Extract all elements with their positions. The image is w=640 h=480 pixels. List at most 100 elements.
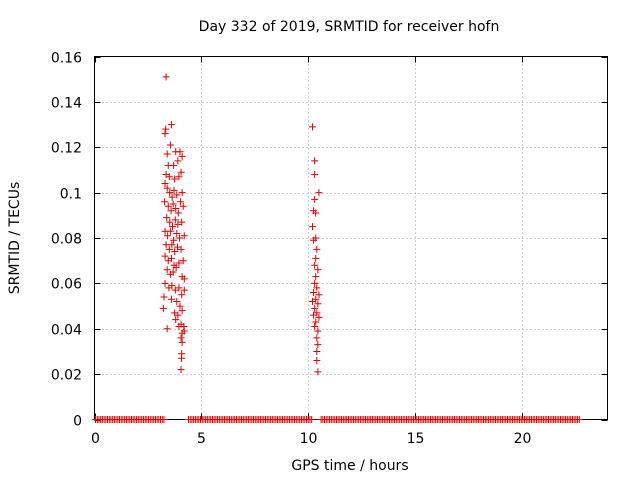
data-point xyxy=(176,148,184,156)
data-point xyxy=(169,200,177,208)
data-point xyxy=(163,266,171,274)
x-tick-label: 0 xyxy=(91,431,100,447)
data-point xyxy=(313,357,321,365)
data-point xyxy=(164,232,172,240)
data-point xyxy=(180,327,188,335)
data-point xyxy=(173,243,181,251)
data-point xyxy=(172,205,180,213)
data-point xyxy=(309,298,317,306)
data-point xyxy=(312,209,320,217)
chart-title: Day 332 of 2019, SRMTID for receiver hof… xyxy=(199,19,500,35)
baseline-point xyxy=(308,416,316,423)
data-point xyxy=(174,209,182,217)
data-points xyxy=(159,73,323,376)
y-tick-label: 0.16 xyxy=(51,51,82,67)
data-point xyxy=(164,202,172,210)
x-axis-label: GPS time / hours xyxy=(291,458,408,474)
data-point xyxy=(171,248,179,256)
data-point xyxy=(170,161,178,169)
data-point xyxy=(176,198,184,206)
y-tick-label: 0.14 xyxy=(51,96,82,112)
data-point xyxy=(169,223,177,231)
data-point xyxy=(161,180,169,188)
data-point xyxy=(174,157,182,165)
data-point xyxy=(312,318,320,326)
data-point xyxy=(177,366,185,374)
data-point xyxy=(315,189,323,197)
y-tick-label: 0.06 xyxy=(51,277,82,293)
data-point xyxy=(175,173,183,181)
data-point xyxy=(167,295,175,303)
y-tick-label: 0.12 xyxy=(51,141,82,157)
data-point xyxy=(166,141,174,149)
data-point xyxy=(175,284,183,292)
data-point xyxy=(178,307,186,315)
data-point xyxy=(162,125,170,133)
data-point xyxy=(178,218,186,226)
data-point xyxy=(176,234,184,242)
data-point xyxy=(162,73,170,81)
x-tick-label: 10 xyxy=(300,431,318,447)
data-point xyxy=(180,232,188,240)
data-point xyxy=(314,327,322,335)
data-point xyxy=(171,216,179,224)
data-point xyxy=(179,202,187,210)
data-point xyxy=(313,284,321,292)
data-point xyxy=(180,286,188,294)
data-point xyxy=(178,189,186,197)
data-point xyxy=(161,279,169,287)
data-point xyxy=(163,184,171,192)
data-point xyxy=(314,368,322,376)
data-point xyxy=(173,229,181,237)
data-point xyxy=(313,347,321,355)
x-tick-label: 20 xyxy=(514,431,532,447)
y-tick-label: 0.08 xyxy=(51,232,82,248)
data-point xyxy=(160,293,168,301)
data-point xyxy=(310,311,318,319)
data-point xyxy=(311,195,319,203)
data-point xyxy=(177,354,185,362)
data-point xyxy=(178,291,186,299)
data-point xyxy=(166,218,174,226)
data-point xyxy=(167,207,175,215)
x-tick-labels: 0 5 10 15 20 xyxy=(91,431,531,447)
data-point xyxy=(311,157,319,165)
data-point xyxy=(179,257,187,265)
data-point xyxy=(167,121,175,129)
data-point xyxy=(178,152,186,160)
data-point xyxy=(173,191,181,199)
data-point xyxy=(310,236,318,244)
data-point xyxy=(312,254,320,262)
data-point xyxy=(165,173,173,181)
baseline-point xyxy=(575,416,583,423)
data-point xyxy=(174,311,182,319)
data-point xyxy=(163,150,171,158)
data-point xyxy=(163,214,171,222)
data-point xyxy=(180,275,188,283)
data-point xyxy=(309,123,317,131)
x-tick-label: 15 xyxy=(407,431,425,447)
data-point xyxy=(311,304,319,312)
y-axis-label: SRMTID / TECUs xyxy=(7,182,23,295)
data-point xyxy=(313,245,321,253)
data-point xyxy=(177,168,185,176)
y-tick-labels: 0 0.02 0.04 0.06 0.08 0.1 0.12 0.14 0.16 xyxy=(51,51,82,430)
data-point xyxy=(309,223,317,231)
data-point xyxy=(166,227,174,235)
data-point xyxy=(159,304,167,312)
data-point xyxy=(168,282,176,290)
data-point xyxy=(311,170,319,178)
zero-baseline-points xyxy=(92,416,583,423)
data-point xyxy=(177,334,185,342)
grid-lines xyxy=(94,56,608,420)
data-point xyxy=(177,245,185,253)
data-point xyxy=(174,220,182,228)
data-point xyxy=(311,322,319,330)
baseline-point xyxy=(160,416,168,423)
data-point xyxy=(167,254,175,262)
data-point xyxy=(315,291,323,299)
data-point xyxy=(161,252,169,260)
data-point xyxy=(314,341,322,349)
data-point xyxy=(311,279,319,287)
